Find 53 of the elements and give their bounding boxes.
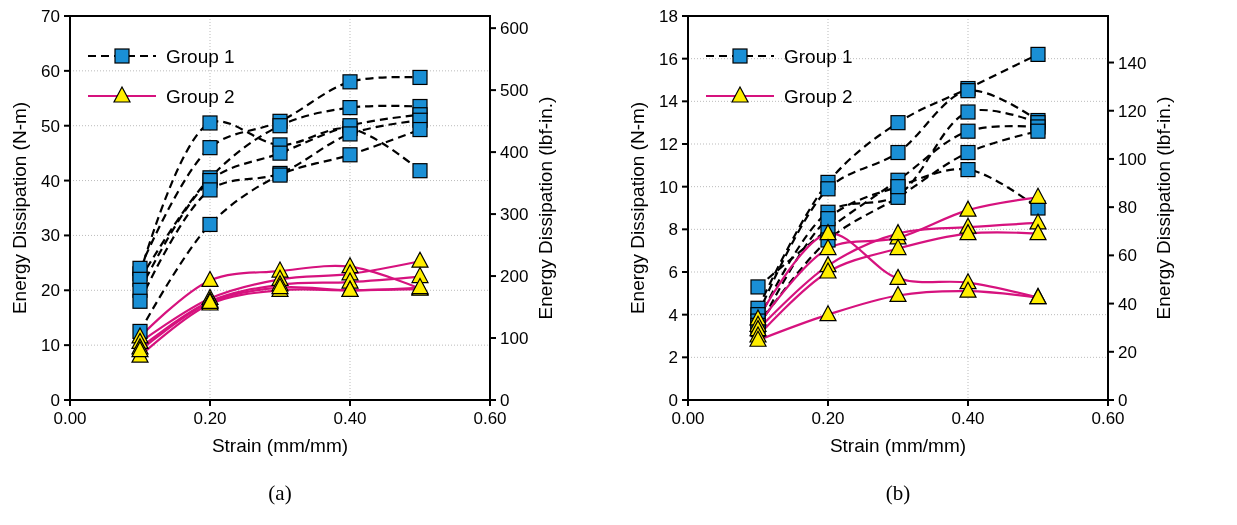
y-tick-label: 70: [41, 7, 60, 26]
y2-tick-label: 500: [500, 81, 529, 101]
y2-tick-label: 600: [500, 19, 529, 39]
y-tick-label: 12: [659, 135, 678, 154]
y-tick-label: 40: [41, 171, 60, 191]
y-tick-label: 18: [659, 7, 678, 26]
y-tick-label: 2: [668, 348, 678, 368]
y2-tick-label: 140: [1118, 53, 1147, 73]
y-tick-label: 30: [41, 226, 60, 246]
y2-tick-label: 60: [1118, 246, 1137, 266]
y-axis-title: Energy Dissipation (N-m): [9, 101, 30, 315]
legend-label: Group 2: [784, 86, 853, 107]
y2-tick-label: 100: [1118, 149, 1147, 169]
y-tick-label: 6: [668, 263, 678, 282]
y2-axis-title: Energy Dissipation (lbf-in.): [535, 96, 556, 320]
y2-tick-label: 0: [1118, 391, 1128, 410]
y2-tick-label: 300: [500, 205, 529, 225]
y-tick-label: 0: [668, 391, 678, 410]
y2-tick-label: 200: [500, 267, 529, 287]
y-axis-title: Energy Dissipation (N-m): [627, 101, 648, 315]
legend-label: Group 1: [166, 46, 235, 67]
y-tick-label: 20: [41, 281, 60, 301]
text: (b): [885, 481, 911, 505]
y-tick-label: 16: [659, 49, 678, 69]
text: (a): [268, 481, 292, 505]
x-tick-label: 0.40: [951, 409, 985, 428]
y2-tick-label: 400: [500, 143, 529, 163]
x-tick-label: 0.20: [811, 409, 845, 428]
y2-tick-label: 40: [1118, 294, 1137, 314]
y-tick-label: 50: [41, 116, 60, 136]
y-tick-label: 4: [668, 305, 678, 325]
x-axis-title: Strain (mm/mm): [211, 435, 349, 456]
x-tick-label: 0.00: [671, 409, 705, 428]
y2-tick-label: 80: [1118, 198, 1137, 218]
y2-tick-label: 100: [500, 329, 529, 349]
y-tick-label: 10: [659, 177, 678, 197]
y-tick-label: 0: [50, 391, 60, 410]
x-tick-label: 0.60: [473, 409, 507, 428]
y2-tick-label: 0: [500, 391, 510, 410]
y-tick-label: 14: [659, 92, 678, 112]
y-tick-label: 60: [41, 61, 60, 81]
y-tick-label: 8: [668, 220, 678, 240]
y2-axis-title: Energy Dissipation (lbf-in.): [1153, 96, 1174, 320]
legend-label: Group 1: [784, 46, 853, 67]
x-tick-label: 0.60: [1091, 409, 1125, 428]
legend-label: Group 2: [166, 86, 235, 107]
x-tick-label: 0.40: [333, 409, 367, 428]
y-tick-label: 10: [41, 336, 60, 356]
x-axis-title: Strain (mm/mm): [829, 435, 967, 456]
y2-tick-label: 20: [1118, 342, 1137, 362]
y2-tick-label: 120: [1118, 101, 1147, 121]
x-tick-label: 0.00: [53, 409, 87, 428]
x-tick-label: 0.20: [193, 409, 227, 428]
